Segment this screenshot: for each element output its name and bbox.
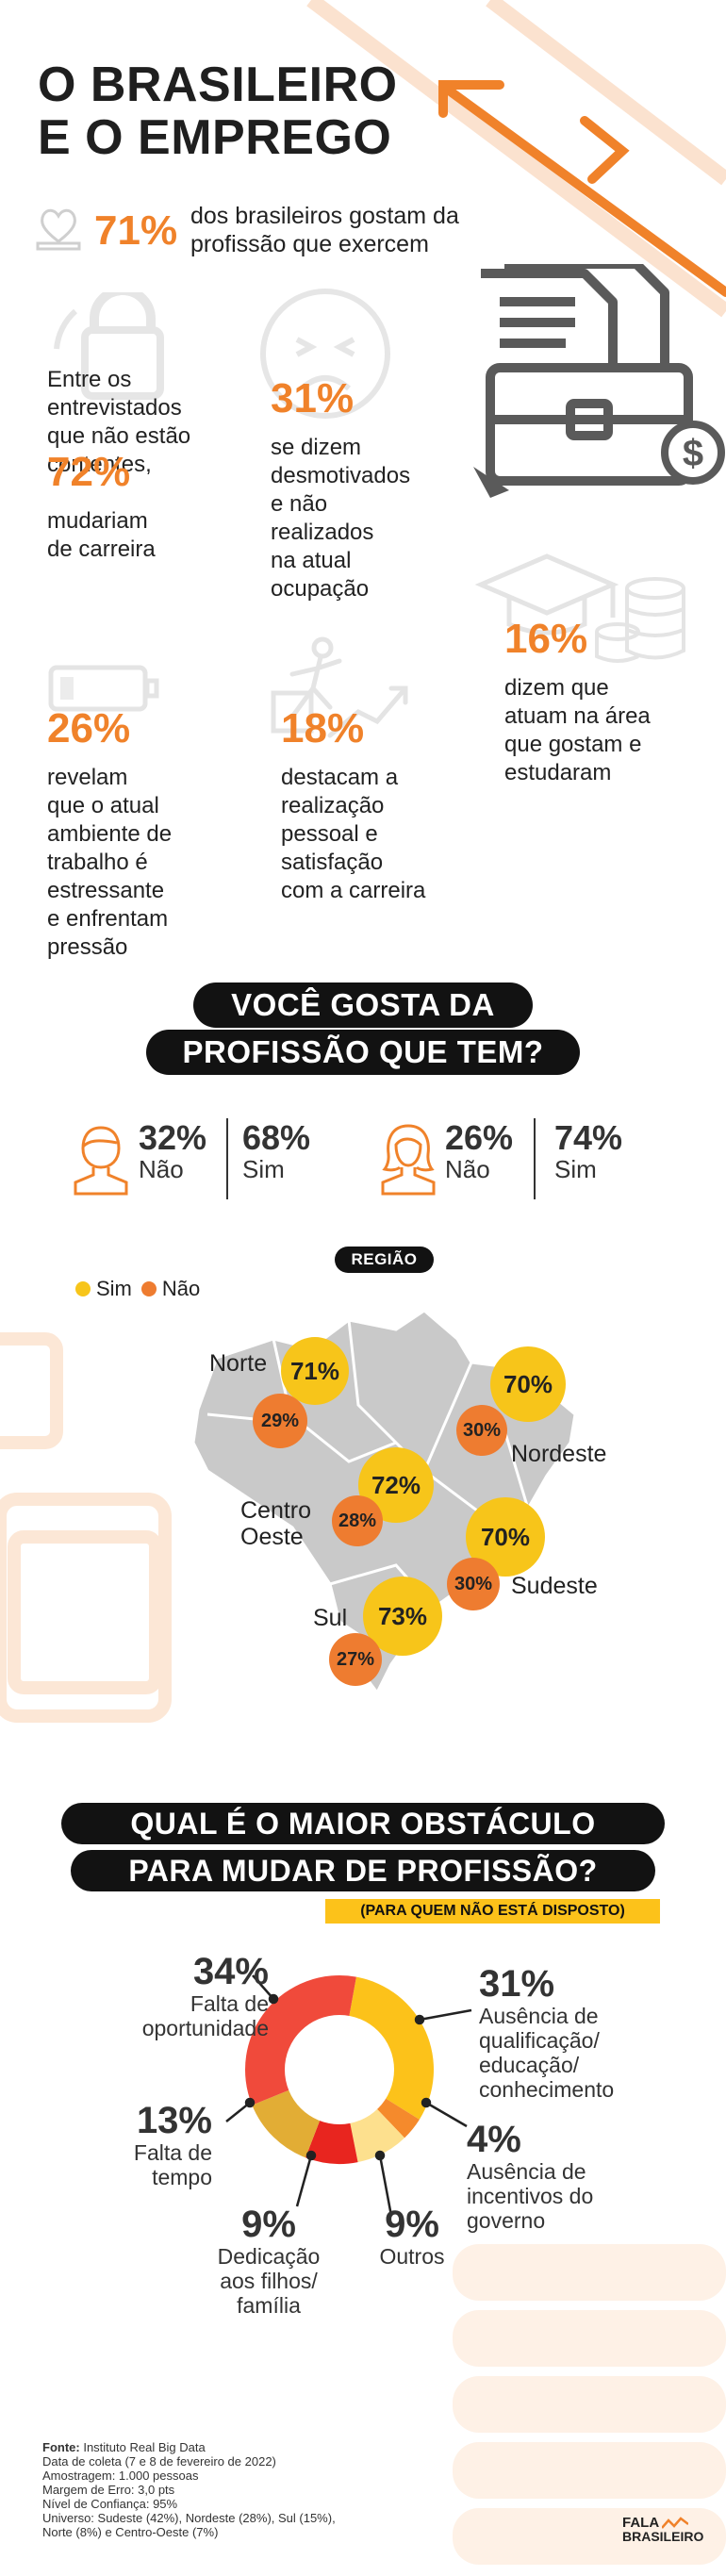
briefcase-icon: $ bbox=[473, 264, 725, 498]
stress-text: revelam que o atual ambiente de trabalho… bbox=[47, 765, 173, 960]
obstacle-donut-chart bbox=[245, 1975, 434, 2164]
male-yes: 68% Sim bbox=[242, 1118, 311, 1183]
sul-label: Sul bbox=[313, 1605, 348, 1631]
female-no: 26% Não bbox=[445, 1118, 514, 1183]
coins-icon bbox=[595, 577, 685, 663]
question2-note: (PARA QUEM NÃO ESTÁ DISPOSTO) bbox=[325, 1899, 660, 1924]
demotivated-pct: 31% bbox=[271, 375, 355, 421]
label-outros: 9% Outros bbox=[379, 2204, 445, 2269]
brand-logo: FALA BRASILEIRO bbox=[622, 2515, 704, 2544]
climber-chart-icon bbox=[271, 636, 408, 738]
fulfilled-text: destacam a realização pessoal e satisfaç… bbox=[281, 765, 426, 903]
sudeste-label: Sudeste bbox=[511, 1573, 598, 1599]
battery-low-icon bbox=[48, 665, 159, 712]
unhappy-intro: Entre os entrevistados que não estão con… bbox=[47, 367, 191, 477]
sudeste-no-bubble: 30% bbox=[447, 1558, 500, 1610]
donut-hole bbox=[285, 2015, 394, 2124]
norte-no-bubble: 29% bbox=[253, 1394, 307, 1448]
question2-line1: QUAL É O MAIOR OBSTÁCULO bbox=[61, 1803, 665, 1844]
orange-arrow-icon bbox=[438, 80, 726, 297]
zigzag-icon bbox=[662, 2516, 689, 2529]
nordeste-yes-bubble: 70% bbox=[490, 1346, 566, 1422]
graduation-cap-icon bbox=[474, 553, 619, 636]
nordeste-label: Nordeste bbox=[511, 1441, 607, 1467]
question2-line2: PARA MUDAR DE PROFISSÃO? bbox=[71, 1850, 655, 1891]
female-yes: 74% Sim bbox=[554, 1118, 623, 1183]
studied-pct: 16% bbox=[504, 616, 588, 662]
briefcase-bg-icon bbox=[0, 1332, 172, 1723]
demotivated-text: se dizem desmotivados e não realizados n… bbox=[271, 435, 411, 602]
sul-no-bubble: 27% bbox=[329, 1633, 382, 1686]
label-filhos: 9% Dedicação aos filhos/ família bbox=[217, 2204, 321, 2318]
page-title: O BRASILEIRO E O EMPREGO bbox=[38, 58, 398, 164]
norte-label: Norte bbox=[209, 1350, 268, 1377]
label-oportunidade: 34% Falta de oportunidade bbox=[141, 1951, 269, 2040]
title-line-2: E O EMPREGO bbox=[38, 110, 392, 165]
male-icon bbox=[74, 1126, 128, 1196]
unhappy-pct: 72% bbox=[47, 449, 131, 495]
lock-icon bbox=[54, 292, 164, 400]
heart-hand-icon bbox=[36, 208, 81, 251]
region-title: REGIÃO bbox=[335, 1247, 434, 1273]
stress-pct: 26% bbox=[47, 705, 131, 751]
unhappy-text: mudariam de carreira bbox=[47, 508, 156, 562]
sad-face-icon bbox=[260, 289, 390, 419]
label-qualificacao: 31% Ausência de qualificação/ educação/ … bbox=[479, 1963, 615, 2102]
label-tempo: 13% Falta de tempo bbox=[133, 2100, 212, 2189]
studied-text: dizem que atuam na área que gostam e est… bbox=[504, 675, 651, 785]
centro-label: Centro Oeste bbox=[240, 1497, 312, 1550]
intro-text: dos brasileiros gostam da profissão que … bbox=[190, 203, 459, 257]
female-divider bbox=[534, 1118, 536, 1199]
male-no: 32% Não bbox=[139, 1118, 207, 1183]
coins-bg-icon bbox=[453, 2244, 726, 2565]
legend-no-dot bbox=[140, 1281, 157, 1296]
svg-text:$: $ bbox=[683, 433, 703, 474]
label-incentivos: 4% Ausência de incentivos do governo bbox=[467, 2119, 594, 2233]
female-icon bbox=[381, 1124, 436, 1196]
question1-line2: PROFISSÃO QUE TEM? bbox=[146, 1030, 580, 1075]
intro-pct: 71% bbox=[94, 207, 178, 254]
source-block: Fonte: Instituto Real Big Data Data de c… bbox=[42, 2440, 336, 2539]
question1-line1: VOCÊ GOSTA DA bbox=[193, 983, 533, 1028]
title-line-1: O BRASILEIRO bbox=[38, 58, 398, 112]
region-legend: Sim Não bbox=[75, 1277, 200, 1301]
centro-no-bubble: 28% bbox=[332, 1495, 383, 1546]
legend-yes-dot bbox=[75, 1281, 91, 1296]
nordeste-no-bubble: 30% bbox=[456, 1405, 507, 1456]
male-divider bbox=[226, 1118, 228, 1199]
norte-yes-bubble: 71% bbox=[281, 1337, 349, 1405]
fulfilled-pct: 18% bbox=[281, 705, 365, 751]
donut-leader-lines bbox=[225, 1974, 472, 2217]
